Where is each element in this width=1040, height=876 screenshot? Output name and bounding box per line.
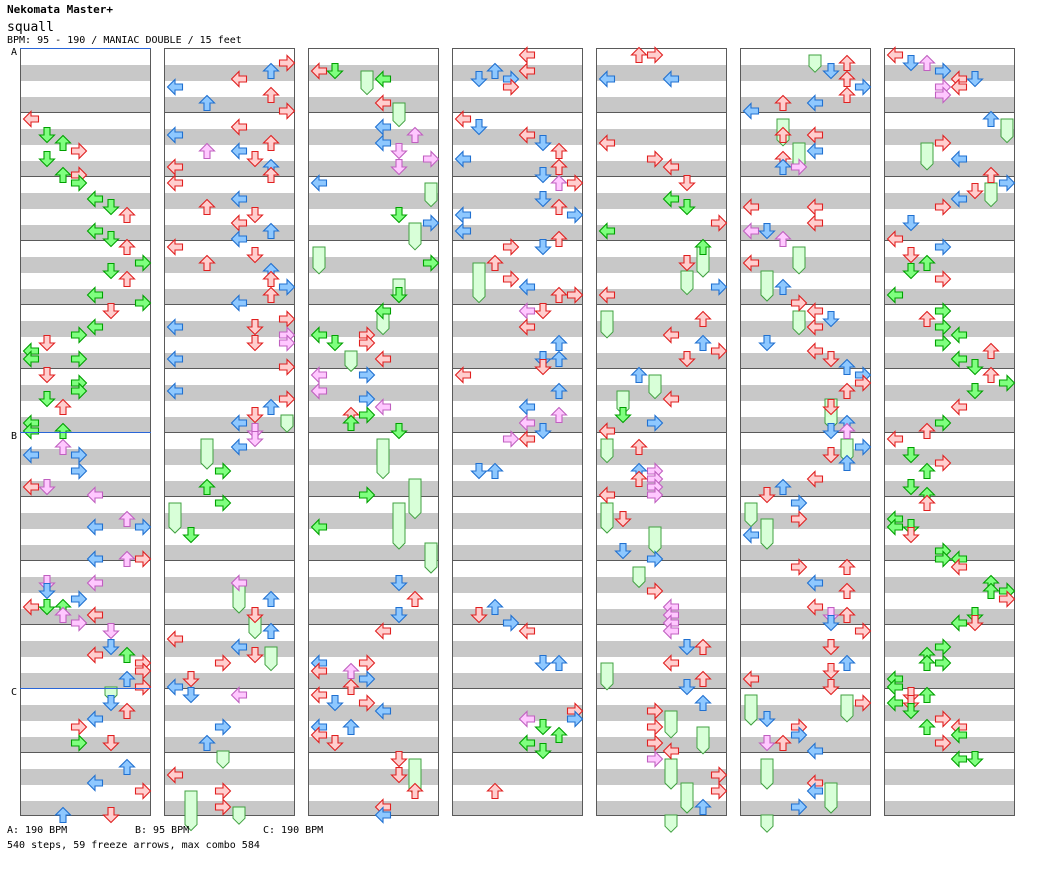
measure-line [597, 688, 726, 689]
measure-line [21, 752, 150, 753]
chart-column-7 [884, 48, 1015, 816]
measure-line [597, 112, 726, 113]
measure-line [453, 496, 582, 497]
chart-meta: BPM: 95 - 190 / MANIAC DOUBLE / 15 feet [7, 35, 242, 46]
bpm-legend-c: C: 190 BPM [263, 825, 324, 836]
measure-line [885, 688, 1014, 689]
measure-line [885, 624, 1014, 625]
measure-line [453, 688, 582, 689]
measure-line [453, 176, 582, 177]
measure-line [453, 368, 582, 369]
chart-stats: 540 steps, 59 freeze arrows, max combo 5… [7, 840, 260, 851]
measure-line [741, 432, 870, 433]
measure-line [21, 496, 150, 497]
measure-line [741, 688, 870, 689]
section-line-a [20, 48, 151, 49]
measure-line [21, 304, 150, 305]
measure-line [597, 560, 726, 561]
measure-line [309, 560, 438, 561]
measure-line [597, 752, 726, 753]
measure-line [309, 304, 438, 305]
measure-line [453, 432, 582, 433]
measure-line [597, 304, 726, 305]
measure-line [165, 240, 294, 241]
measure-line [165, 560, 294, 561]
freeze-arrow [760, 814, 774, 833]
measure-line [309, 368, 438, 369]
measure-line [21, 624, 150, 625]
measure-line [165, 624, 294, 625]
measure-line [453, 624, 582, 625]
measure-line [885, 368, 1014, 369]
chart-column-2 [164, 48, 295, 816]
measure-line [597, 496, 726, 497]
measure-line [741, 176, 870, 177]
measure-line [741, 496, 870, 497]
game-title: Nekomata Master+ [7, 3, 113, 16]
measure-line [885, 304, 1014, 305]
measure-line [309, 624, 438, 625]
measure-line [165, 368, 294, 369]
measure-line [741, 560, 870, 561]
measure-line [597, 624, 726, 625]
measure-line [741, 752, 870, 753]
measure-line [165, 752, 294, 753]
measure-line [885, 752, 1014, 753]
section-label-a: A [11, 47, 18, 58]
measure-line [597, 368, 726, 369]
measure-line [741, 368, 870, 369]
measure-line [165, 176, 294, 177]
measure-line [309, 112, 438, 113]
measure-line [165, 688, 294, 689]
measure-line [741, 112, 870, 113]
measure-line [453, 752, 582, 753]
measure-line [309, 432, 438, 433]
measure-line [885, 240, 1014, 241]
section-line-c [20, 688, 151, 689]
song-title: squall [7, 20, 54, 35]
measure-line [453, 560, 582, 561]
chart-column-6 [740, 48, 871, 816]
chart-column-3 [308, 48, 439, 816]
measure-line [165, 112, 294, 113]
measure-line [741, 304, 870, 305]
bpm-legend-a: A: 190 BPM [7, 825, 68, 836]
measure-line [165, 496, 294, 497]
measure-line [885, 112, 1014, 113]
measure-line [165, 304, 294, 305]
measure-line [741, 624, 870, 625]
measure-line [21, 112, 150, 113]
measure-line [885, 432, 1014, 433]
measure-line [21, 240, 150, 241]
measure-line [597, 240, 726, 241]
bpm-legend-b: B: 95 BPM [135, 825, 190, 836]
measure-line [597, 176, 726, 177]
chart-column-4 [452, 48, 583, 816]
measure-line [453, 240, 582, 241]
measure-line [309, 176, 438, 177]
section-label-b: B [11, 431, 18, 442]
measure-line [309, 496, 438, 497]
freeze-arrow [664, 814, 678, 833]
measure-line [741, 240, 870, 241]
measure-line [21, 560, 150, 561]
section-line-b [20, 432, 151, 433]
measure-line [453, 112, 582, 113]
measure-line [309, 688, 438, 689]
measure-line [885, 560, 1014, 561]
measure-line [21, 176, 150, 177]
measure-line [885, 176, 1014, 177]
measure-line [309, 752, 438, 753]
chart-column-5 [596, 48, 727, 816]
measure-line [597, 432, 726, 433]
measure-line [885, 496, 1014, 497]
measure-line [453, 304, 582, 305]
section-label-c: C [11, 687, 18, 698]
measure-line [21, 368, 150, 369]
measure-line [309, 240, 438, 241]
measure-line [165, 432, 294, 433]
